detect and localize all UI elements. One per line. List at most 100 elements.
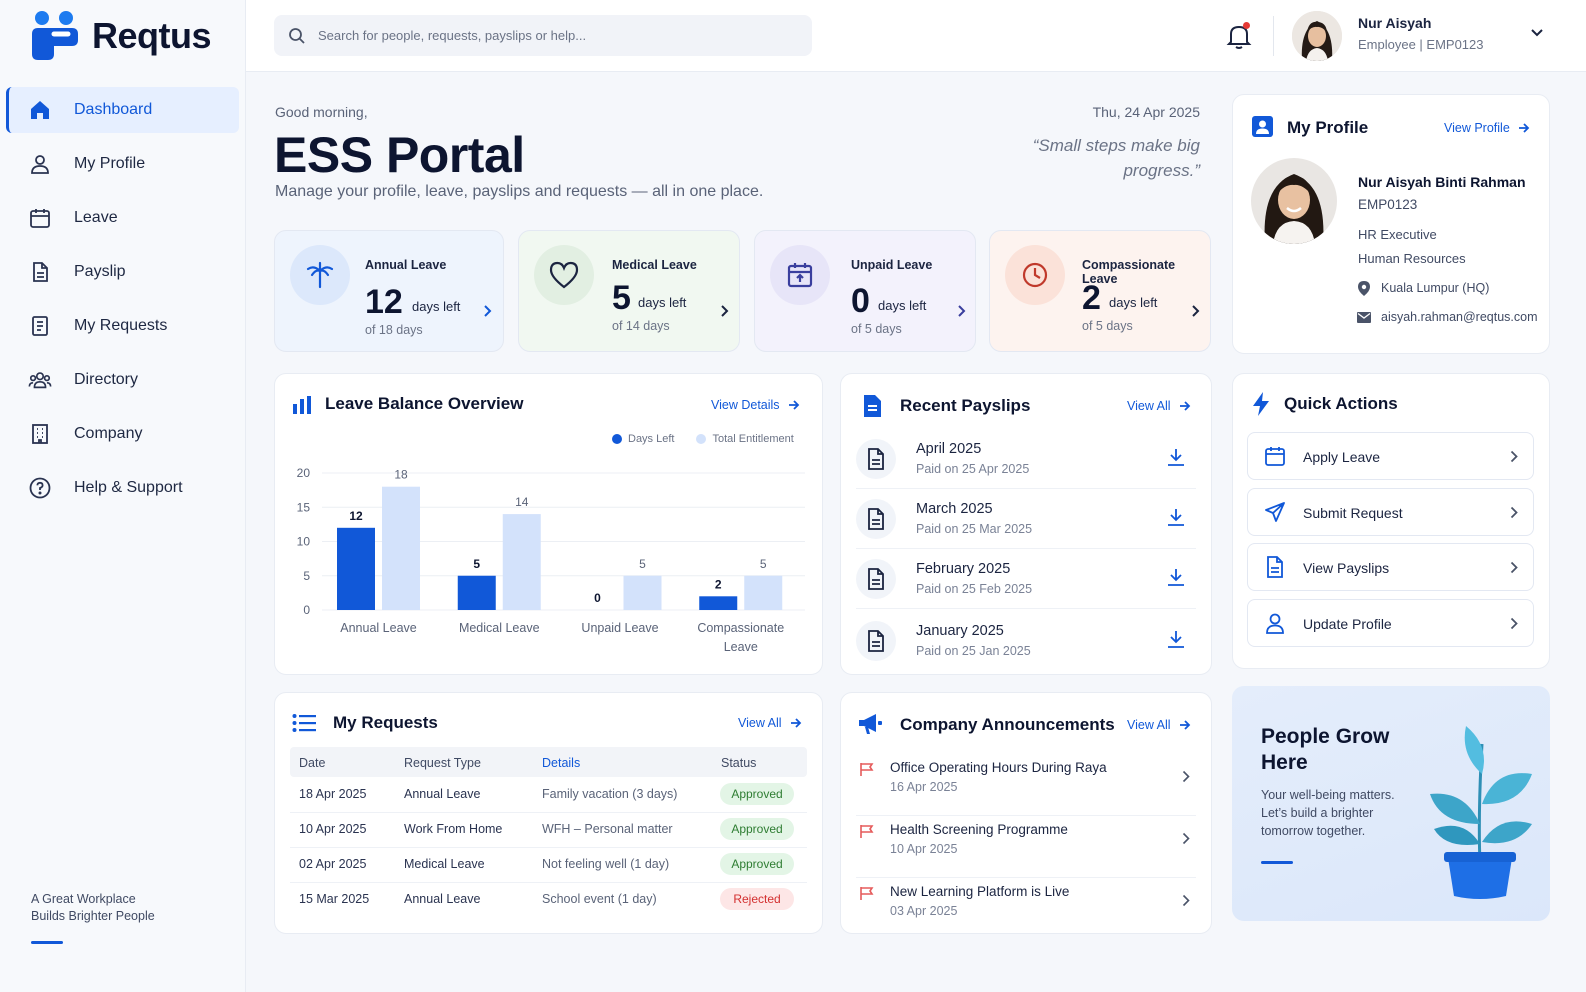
email-icon — [1357, 312, 1371, 323]
profile-location: Kuala Lumpur (HQ) — [1381, 281, 1490, 295]
column-header-request-type[interactable]: Request Type — [404, 756, 481, 770]
data-label: 5 — [473, 557, 480, 571]
payslips-view-all-link[interactable]: View All — [1127, 399, 1191, 413]
notification-bell-button[interactable] — [1226, 22, 1254, 50]
download-icon[interactable] — [1166, 629, 1186, 649]
data-label: 5 — [639, 557, 646, 571]
unpaid-leave-card[interactable]: Unpaid Leave 0 days left of 5 days — [754, 230, 976, 352]
sidebar-item-label: Help & Support — [74, 479, 183, 496]
arrow-right-icon — [1179, 401, 1191, 411]
flag-icon — [860, 886, 874, 900]
profile-email[interactable]: aisyah.rahman@reqtus.com — [1381, 310, 1538, 324]
company-announcements-card — [840, 692, 1212, 934]
announcement-item[interactable]: Health Screening Programme 10 Apr 2025 — [856, 818, 1196, 878]
link-label: View Details — [711, 398, 780, 412]
chart-legend: Days Left Total Entitlement — [612, 433, 794, 445]
payslip-row[interactable]: April 2025 Paid on 25 Apr 2025 — [856, 429, 1196, 489]
request-details: School event (1 day) — [542, 892, 657, 906]
sidebar-item-help-support[interactable]: Help & Support — [6, 465, 239, 511]
announcement-date: 10 Apr 2025 — [890, 842, 958, 856]
request-details: Family vacation (3 days) — [542, 787, 678, 801]
list-document-icon — [28, 314, 52, 338]
announcements-view-all-link[interactable]: View All — [1127, 718, 1191, 732]
column-header-date[interactable]: Date — [299, 756, 326, 770]
promo-banner: People Grow Here Your well-being matters… — [1232, 686, 1550, 921]
download-icon[interactable] — [1166, 567, 1186, 587]
download-icon[interactable] — [1166, 507, 1186, 527]
download-icon[interactable] — [1166, 447, 1186, 467]
sidebar-item-payslip[interactable]: Payslip — [6, 249, 239, 295]
tagline-line-2: Builds Brighter People — [31, 909, 155, 923]
sidebar-item-company[interactable]: Company — [6, 411, 239, 457]
user-avatar[interactable] — [1292, 11, 1342, 61]
leave-card-name: Compassionate Leave — [1082, 258, 1176, 286]
announcement-item[interactable]: Office Operating Hours During Raya 16 Ap… — [856, 756, 1196, 816]
view-details-link[interactable]: View Details — [711, 398, 800, 412]
greeting: Good morning, — [275, 104, 368, 120]
request-date: 15 Mar 2025 — [299, 892, 370, 906]
sidebar-tagline: A Great Workplace Builds Brighter People — [31, 891, 211, 944]
column-header-status[interactable]: Status — [721, 756, 757, 770]
compassionate-leave-card[interactable]: Compassionate Leave 2 days left of 5 day… — [989, 230, 1211, 352]
sidebar-item-my-profile[interactable]: My Profile — [6, 141, 239, 187]
announcement-date: 03 Apr 2025 — [890, 904, 958, 918]
request-details: WFH – Personal matter — [542, 822, 673, 836]
annual-leave-card[interactable]: Annual Leave 12 days left of 18 days — [274, 230, 504, 352]
announcements-title: Company Announcements — [900, 715, 1115, 734]
view-payslips-button[interactable]: View Payslips — [1247, 543, 1534, 591]
payslips-title: Recent Payslips — [900, 396, 1031, 415]
requests-view-all-link[interactable]: View All — [738, 716, 802, 730]
sidebar-item-directory[interactable]: Directory — [6, 357, 239, 403]
status-badge: Approved — [720, 853, 794, 875]
requests-title: My Requests — [333, 713, 438, 732]
current-date: Thu, 24 Apr 2025 — [1092, 104, 1200, 120]
logo[interactable]: Reqtus — [28, 10, 212, 62]
apply-leave-button[interactable]: Apply Leave — [1247, 432, 1534, 480]
leave-card-suffix: days left — [412, 299, 461, 314]
clock-icon — [1005, 245, 1065, 305]
payslip-row[interactable]: March 2025 Paid on 25 Mar 2025 — [856, 489, 1196, 549]
data-label: 12 — [349, 509, 363, 523]
payslip-month: March 2025 — [916, 501, 993, 517]
sidebar-item-leave[interactable]: Leave — [6, 195, 239, 241]
payslip-row[interactable]: February 2025 Paid on 25 Feb 2025 — [856, 549, 1196, 609]
data-label: 5 — [760, 557, 767, 571]
user-icon — [1264, 612, 1286, 634]
chevron-right-icon — [1510, 506, 1518, 519]
announcement-title: Health Screening Programme — [890, 822, 1068, 837]
bar-total-entitlement — [744, 575, 783, 610]
user-menu-chevron-down-icon[interactable] — [1530, 28, 1544, 38]
search-box[interactable] — [274, 15, 812, 56]
request-details: Not feeling well (1 day) — [542, 857, 670, 871]
payslip-paid-date: Paid on 25 Feb 2025 — [916, 582, 1033, 596]
notification-dot — [1243, 22, 1250, 29]
chevron-right-icon — [1510, 617, 1518, 630]
payslip-row[interactable]: January 2025 Paid on 25 Jan 2025 — [856, 611, 1196, 671]
leave-balance-overview-card — [274, 373, 823, 675]
table-row[interactable]: 18 Apr 2025 Annual Leave Family vacation… — [290, 778, 807, 813]
legend-swatch-days-left — [612, 434, 622, 444]
arrow-right-icon — [1179, 720, 1191, 730]
medical-leave-card[interactable]: Medical Leave 5 days left of 14 days — [518, 230, 740, 352]
document-icon — [856, 499, 896, 539]
announcement-item[interactable]: New Learning Platform is Live 03 Apr 202… — [856, 880, 1196, 940]
link-label: View All — [1127, 718, 1171, 732]
leave-card-total: of 5 days — [1082, 319, 1133, 333]
view-profile-link[interactable]: View Profile — [1444, 121, 1530, 135]
sidebar-item-dashboard[interactable]: Dashboard — [6, 87, 239, 133]
page-title: ESS Portal — [274, 127, 525, 183]
bell-icon — [1226, 22, 1254, 50]
profile-badge-icon — [1252, 116, 1273, 137]
table-row[interactable]: 15 Mar 2025 Annual Leave School event (1… — [290, 883, 807, 918]
search-input[interactable] — [318, 28, 798, 43]
update-profile-button[interactable]: Update Profile — [1247, 599, 1534, 647]
profile-full-name: Nur Aisyah Binti Rahman — [1358, 174, 1526, 190]
bar-total-entitlement — [623, 575, 662, 610]
column-header-details[interactable]: Details — [542, 756, 581, 770]
submit-request-button[interactable]: Submit Request — [1247, 488, 1534, 536]
sidebar-item-my-requests[interactable]: My Requests — [6, 303, 239, 349]
table-row[interactable]: 10 Apr 2025 Work From Home WFH – Persona… — [290, 813, 807, 848]
table-row[interactable]: 02 Apr 2025 Medical Leave Not feeling we… — [290, 848, 807, 883]
leave-card-name: Annual Leave — [365, 258, 447, 272]
search-icon — [288, 27, 306, 45]
